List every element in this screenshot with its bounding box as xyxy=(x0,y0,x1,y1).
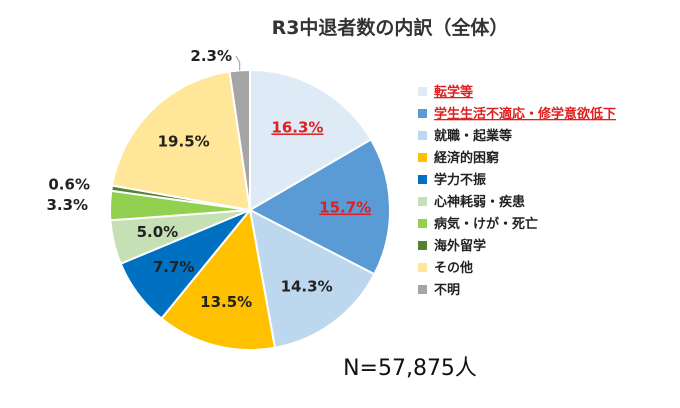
pie-slice-1 xyxy=(249,68,373,212)
slice-value-label-6: 5.0% xyxy=(137,223,179,241)
legend-label-1: 転学等 xyxy=(434,84,473,100)
legend-swatch-4 xyxy=(418,153,427,162)
legend-swatch-6 xyxy=(418,197,427,206)
leader-line-10 xyxy=(235,55,241,71)
pie-slice-9 xyxy=(111,70,252,212)
slice-value-label-2: 15.7% xyxy=(319,199,371,217)
sample-size-note: N=57,875人 xyxy=(343,356,477,381)
legend-label-4: 経済的困窮 xyxy=(434,150,499,166)
slice-value-label-8: 0.6% xyxy=(48,176,90,194)
legend-swatch-5 xyxy=(418,175,427,184)
legend-label-9: その他 xyxy=(434,260,473,276)
slice-labels: 16.3% 15.7% 14.3% 13.5% 7.7% 5.0% 3.3% 0.6% 19.5… xyxy=(46,47,371,311)
legend-label-6: 心神耗弱・疾患 xyxy=(434,194,525,210)
slice-value-label-7: 3.3% xyxy=(46,196,88,214)
legend-swatch-1 xyxy=(418,87,427,96)
legend-label-3: 就職・起業等 xyxy=(434,128,512,144)
legend-label-7: 病気・けが・死亡 xyxy=(434,216,538,232)
legend-swatch-3 xyxy=(418,131,427,140)
slice-value-label-9: 19.5% xyxy=(158,133,210,151)
slice-value-label-3: 14.3% xyxy=(281,278,333,296)
pie-slice-3 xyxy=(248,208,376,349)
pie-slice-2 xyxy=(247,138,391,276)
legend-swatch-9 xyxy=(418,263,427,272)
slice-value-label-5: 7.7% xyxy=(153,258,195,276)
legend-label-10: 不明 xyxy=(434,283,460,298)
legend-swatch-8 xyxy=(418,241,427,250)
legend-label-8: 海外留学 xyxy=(434,238,486,254)
legend-label-5: 学力不振 xyxy=(434,172,486,188)
pie-slice-4 xyxy=(160,207,277,351)
legend-swatch-2 xyxy=(418,109,427,118)
legend: 転学等学生生活不適応・修学意欲低下就職・起業等経済的困窮学力不振心神耗弱・疾患病… xyxy=(418,84,616,298)
slice-value-label-10: 2.3% xyxy=(190,47,232,65)
slice-value-label-4: 13.5% xyxy=(200,293,252,311)
legend-swatch-7 xyxy=(418,219,427,228)
slice-value-label-1: 16.3% xyxy=(271,118,323,136)
leader-lines xyxy=(235,55,241,71)
legend-swatch-10 xyxy=(418,285,427,294)
chart-title: R3中退者数の内訳（全体） xyxy=(272,16,509,39)
legend-label-2: 学生生活不適応・修学意欲低下 xyxy=(434,106,616,122)
pie-slices xyxy=(109,68,391,351)
